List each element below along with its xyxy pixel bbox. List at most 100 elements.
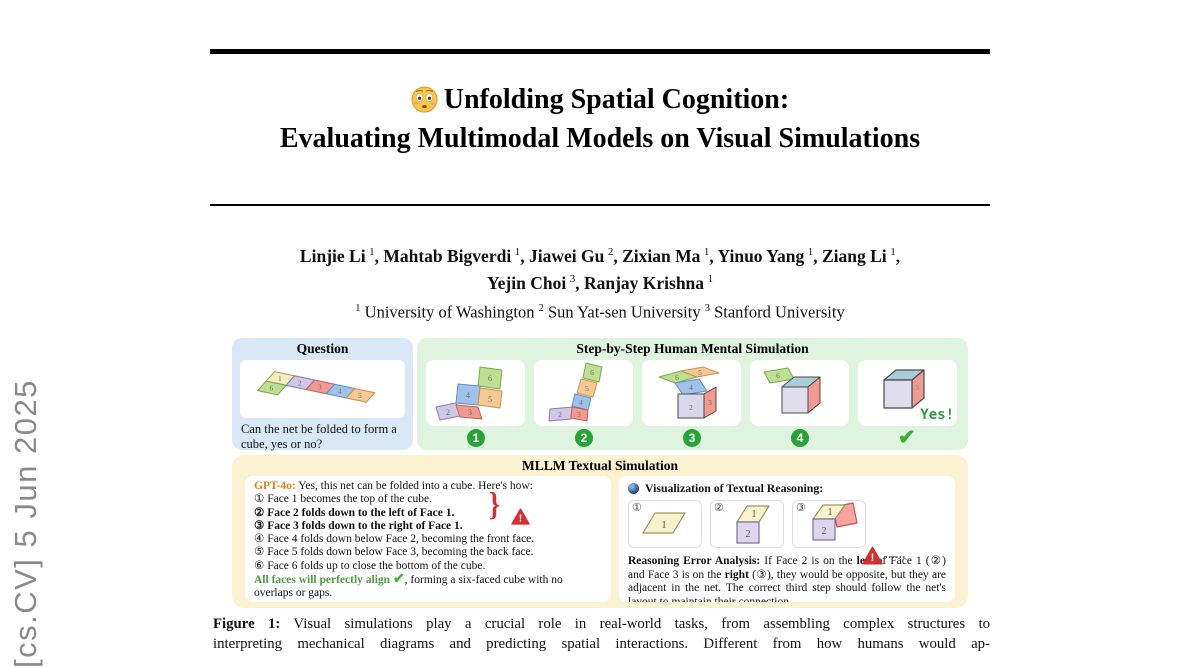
author-name: Yejin Choi — [486, 272, 567, 293]
mllm-box-title: MLLM Textual Simulation — [521, 458, 679, 473]
viz-step-1-shape: 1 — [642, 512, 686, 534]
gpt-step-3: ③ Face 3 folds down to the right of Face… — [254, 519, 463, 532]
face-label: 6 — [590, 368, 594, 377]
net-face-label: 2 — [298, 378, 302, 387]
green-check-icon: ✔ — [392, 572, 405, 588]
face-label: 3 — [577, 410, 581, 419]
cube-net-canvas: 1 2 3 4 5 6 — [240, 360, 405, 418]
mllm-simulation-box: MLLM Textual Simulation GPT-4o: Yes, thi… — [232, 455, 968, 608]
net-face-label: 6 — [270, 384, 274, 393]
face-label: 6 — [776, 371, 780, 380]
author-name: Mahtab Bigverdi — [383, 245, 512, 266]
arxiv-watermark: [cs.CV] 5 Jun 2025 — [8, 379, 43, 668]
paper-content: Unfolding Spatial Cognition: Evaluating … — [210, 0, 990, 652]
step-panel-4: 6 — [750, 360, 849, 426]
face-label: 3 — [915, 383, 919, 392]
fold-step-3-illustration: 6 5 4 2 3 — [658, 366, 720, 419]
svg-text:2: 2 — [822, 526, 827, 537]
author-name: Yinuo Yang — [717, 245, 805, 266]
viz-step-3-shape: 1 2 — [812, 502, 858, 541]
net-face-label: 3 — [318, 383, 322, 392]
step-badge-1: 1 — [467, 429, 485, 447]
face-label: 2 — [689, 403, 693, 412]
viz-steps-row: ① 1 ② 1 2 — [628, 500, 946, 548]
title-divider-rule — [210, 204, 990, 206]
face-label: 4 — [689, 383, 693, 392]
author-name: Ranjay Krishna — [583, 272, 705, 293]
step-panel-3: 6 5 4 2 3 — [642, 360, 741, 426]
eye-sphere-icon — [628, 483, 639, 494]
cube-net-illustration: 1 2 3 4 5 6 — [257, 371, 376, 403]
face-label: 6 — [675, 373, 679, 382]
error-brace: } — [488, 487, 501, 523]
caption-line-2: interpreting mechanical diagrams and pre… — [213, 635, 990, 652]
flushed-face-emoji-icon — [411, 86, 438, 113]
figure-caption: Figure 1: Visual simulations play a cruc… — [213, 615, 990, 654]
title-line2: Evaluating Multimodal Models on Visual S… — [279, 123, 921, 154]
svg-text:1: 1 — [661, 519, 667, 531]
folded-cube-illustration: 3 — [883, 369, 925, 409]
simulation-step-panels: 6 4 5 2 3 — [426, 360, 957, 426]
gpt-conclusion: All faces will perfectly align ✔, formin… — [254, 572, 563, 600]
face-label: 5 — [698, 368, 702, 377]
viz-step-3: 1 2 ③ — [792, 500, 866, 548]
step-badge-3: 3 — [683, 429, 701, 447]
question-text: Can the net be folded to form a cube, ye… — [241, 422, 397, 451]
gpt-step-4: ④ Face 4 folds down below Face 2, becomi… — [254, 533, 535, 546]
gpt-response-panel: GPT-4o: Yes, this net can be folded into… — [245, 476, 611, 602]
caption-line-1: Figure 1: Visual simulations play a cruc… — [213, 616, 990, 632]
svg-text:!: ! — [871, 552, 875, 564]
face-label: 6 — [488, 374, 492, 383]
gpt-step-6: ⑥ Face 6 folds up to close the bottom of… — [254, 559, 486, 572]
final-check-icon: ✔ — [898, 425, 916, 449]
top-rule — [210, 49, 990, 54]
author-name: Zixian Ma — [622, 245, 701, 266]
ellipsis-dots: ...... — [885, 550, 906, 561]
face-label: 2 — [446, 408, 450, 417]
svg-text:!: ! — [519, 514, 522, 525]
warning-icon: ! — [862, 546, 883, 565]
author-name: Linjie Li — [299, 245, 366, 266]
viz-step-1: ① 1 — [628, 500, 702, 548]
step-panel-5: 3 Yes! — [858, 360, 957, 426]
question-box-title: Question — [296, 341, 349, 356]
viz-title-row: Visualization of Textual Reasoning: — [628, 481, 946, 496]
fold-step-4-illustration: 6 — [763, 367, 821, 414]
face-label: 5 — [488, 395, 492, 404]
gpt-step-2: ② Face 2 folds down to the left of Face … — [254, 506, 455, 519]
yes-label: Yes! — [920, 407, 954, 423]
author-row-1: Linjie Li 1, Mahtab Bigverdi 1, Jiawei G… — [299, 245, 901, 266]
svg-text:1: 1 — [828, 507, 833, 518]
face-label: 3 — [708, 398, 712, 407]
fold-step-2-illustration: 6 5 4 2 3 — [548, 362, 603, 422]
face-label: 2 — [558, 410, 562, 419]
face-label: 4 — [466, 391, 470, 400]
step-badge-4: 4 — [791, 429, 809, 447]
net-face-label: 1 — [278, 374, 282, 383]
visualization-panel: Visualization of Textual Reasoning: ① 1 … — [619, 476, 955, 602]
gpt-intro-line: GPT-4o: Yes, this net can be folded into… — [254, 480, 533, 492]
svg-text:1: 1 — [752, 509, 757, 520]
svg-text:2: 2 — [746, 529, 751, 540]
viz-step-2: ② 1 2 — [710, 500, 784, 548]
gpt-step-1: ① Face 1 becomes the top of the cube. — [254, 493, 432, 506]
step-badge-2: 2 — [575, 429, 593, 447]
author-name: Ziang Li — [821, 245, 887, 266]
warning-icon: ! — [511, 508, 530, 525]
net-face-label: 4 — [338, 387, 342, 396]
model-label: GPT-4o: — [254, 480, 296, 492]
question-box: Question 1 2 — [232, 338, 413, 451]
net-face-label: 5 — [358, 391, 362, 400]
paper-page: [cs.CV] 5 Jun 2025 Unfolding Spatial Cog… — [8, 0, 990, 668]
human-simulation-title: Step-by-Step Human Mental Simulation — [576, 341, 809, 356]
paper-title: Unfolding Spatial Cognition: Evaluating … — [210, 80, 990, 158]
title-line1: Unfolding Spatial Cognition: — [210, 80, 990, 119]
human-simulation-box: Step-by-Step Human Mental Simulation — [417, 338, 968, 450]
gpt-step-5: ⑤ Face 5 folds down below Face 3, becomi… — [254, 546, 534, 559]
step-panel-1: 6 4 5 2 3 — [426, 360, 525, 426]
face-label: 3 — [468, 408, 472, 417]
error-analysis: Reasoning Error Analysis: If Face 2 is o… — [628, 555, 946, 602]
face-label: 5 — [585, 384, 589, 393]
author-row-2: Yejin Choi 3, Ranjay Krishna 1 — [486, 272, 714, 293]
fold-step-1-illustration: 6 4 5 2 3 — [435, 366, 503, 421]
